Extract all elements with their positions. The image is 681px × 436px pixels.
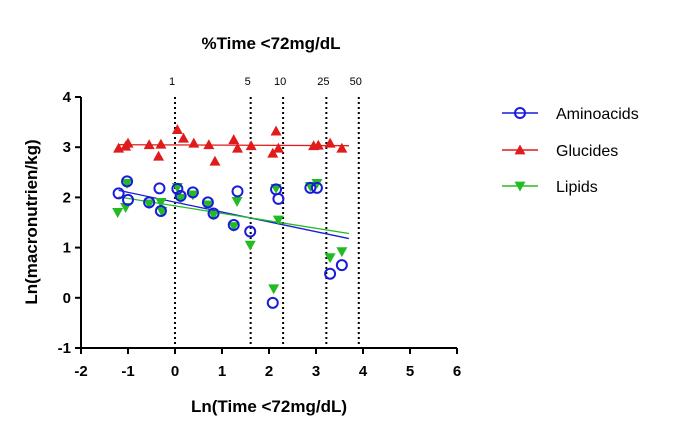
point-lipids xyxy=(143,199,155,210)
x-tick-label: -1 xyxy=(121,363,134,380)
point-glucides xyxy=(203,139,215,150)
point-glucides xyxy=(155,138,167,149)
point-lipids xyxy=(121,178,133,189)
point-aminoacids xyxy=(143,196,156,209)
point-glucides xyxy=(209,155,221,166)
point-glucides xyxy=(245,140,257,151)
legend-label-lipids: Lipids xyxy=(556,179,598,196)
point-glucides xyxy=(336,142,348,153)
y-ticks: -1 0 1 2 3 4 xyxy=(58,89,81,357)
chart-title: %Time <72mg/dL xyxy=(201,34,340,53)
point-lipids xyxy=(270,183,282,194)
legend-label-aminoacids: Aminoacids xyxy=(556,106,639,123)
y-tick-label: -1 xyxy=(58,340,71,357)
data-points xyxy=(112,124,348,309)
point-lipids xyxy=(208,210,220,221)
point-glucides xyxy=(272,142,284,153)
point-aminoacids xyxy=(122,193,134,206)
trend-line-glucides xyxy=(118,144,349,147)
point-aminoacids xyxy=(244,225,257,238)
x-tick-label: 0 xyxy=(171,363,179,380)
point-aminoacids xyxy=(207,207,220,220)
point-glucides xyxy=(324,137,336,148)
legend-marker-glucides xyxy=(514,144,526,155)
y-tick-label: 3 xyxy=(63,139,71,156)
x-tick-label: 4 xyxy=(359,363,368,380)
point-lipids xyxy=(112,208,124,218)
x-axis-label: Ln(Time <72mg/dL) xyxy=(191,397,347,416)
point-lipids xyxy=(155,198,167,208)
point-aminoacids xyxy=(174,189,187,202)
point-aminoacids xyxy=(324,267,337,280)
legend: Aminoacids Glucides Lipids xyxy=(502,106,639,196)
point-glucides xyxy=(143,139,155,150)
y-axis-label: Ln(macronutrien/kg) xyxy=(22,139,41,304)
point-lipids xyxy=(202,200,214,211)
x-ticks: -2 -1 0 1 2 3 4 5 6 xyxy=(74,348,461,380)
x-tick-label: 6 xyxy=(453,363,461,380)
legend-marker-lipids xyxy=(514,181,526,192)
reference-line-label: 5 xyxy=(245,76,251,88)
point-glucides xyxy=(171,124,183,135)
point-lipids xyxy=(336,247,348,258)
x-tick-label: -2 xyxy=(74,363,87,380)
point-glucides xyxy=(177,132,189,143)
legend-label-glucides: Glucides xyxy=(556,143,618,160)
point-glucides xyxy=(228,134,240,145)
point-aminoacids xyxy=(335,259,348,272)
trend-line-lipids xyxy=(118,196,350,235)
reference-line-label: 50 xyxy=(350,76,362,88)
point-aminoacids xyxy=(153,182,166,195)
point-glucides xyxy=(153,150,165,161)
point-glucides xyxy=(188,137,200,148)
point-aminoacids xyxy=(121,175,134,188)
point-aminoacids xyxy=(154,204,167,217)
point-lipids xyxy=(311,178,323,189)
y-tick-label: 2 xyxy=(63,189,71,206)
point-glucides xyxy=(122,137,134,148)
legend-marker-aminoacids xyxy=(514,107,526,119)
reference-lines: 1 5 10 25 50 xyxy=(169,76,362,348)
point-aminoacids xyxy=(201,196,214,209)
y-tick-label: 1 xyxy=(63,240,71,257)
x-tick-label: 5 xyxy=(406,363,414,380)
point-aminoacids xyxy=(227,219,240,232)
point-lipids xyxy=(272,215,284,226)
point-glucides xyxy=(270,125,282,136)
point-aminoacids xyxy=(171,182,184,195)
x-tick-label: 2 xyxy=(265,363,273,380)
y-tick-label: 0 xyxy=(63,290,71,307)
point-aminoacids xyxy=(304,181,317,194)
reference-line-label: 25 xyxy=(317,76,329,88)
point-glucides xyxy=(267,147,279,158)
reference-line-label: 1 xyxy=(169,76,175,88)
point-aminoacids xyxy=(266,296,279,309)
point-aminoacids xyxy=(231,185,244,198)
point-aminoacids xyxy=(310,181,323,194)
point-glucides xyxy=(312,139,324,150)
point-aminoacids xyxy=(272,192,285,205)
point-aminoacids xyxy=(186,186,199,199)
point-lipids xyxy=(324,253,336,264)
point-lipids xyxy=(175,194,187,204)
point-lipids xyxy=(244,240,256,251)
y-tick-label: 4 xyxy=(63,89,72,106)
point-lipids xyxy=(187,190,199,201)
point-aminoacids xyxy=(112,187,125,200)
point-lipids xyxy=(156,207,168,217)
point-glucides xyxy=(232,142,244,153)
reference-line-label: 10 xyxy=(274,76,286,88)
point-lipids xyxy=(228,222,240,233)
x-tick-label: 1 xyxy=(218,363,226,380)
point-lipids xyxy=(268,284,280,295)
x-tick-label: 3 xyxy=(312,363,320,380)
point-lipids xyxy=(231,197,243,207)
